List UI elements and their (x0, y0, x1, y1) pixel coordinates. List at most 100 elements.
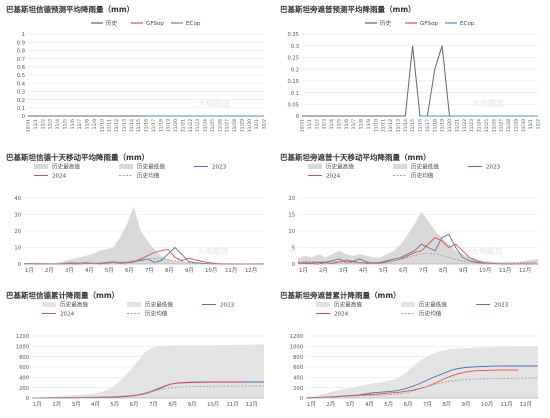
y-tick-label: 0.25 (287, 56, 299, 62)
x-tick-label: 11/15 (136, 119, 142, 132)
y-tick-label: 0.5 (17, 73, 25, 79)
x-tick-label: 11/2 (40, 119, 46, 129)
x-tick-label: 11/23 (469, 119, 475, 132)
y-tick-label: 0.1 (291, 91, 299, 97)
x-tick-label: 2月 (319, 267, 328, 274)
watermark-text: 大地期货 (472, 98, 504, 108)
x-tick-label: 9月 (188, 401, 197, 408)
x-tick-label: 12/2 (262, 119, 268, 129)
legend-label: 历史 (380, 19, 392, 27)
legend-label: 2024 (60, 312, 75, 318)
x-tick-label: 11/13 (121, 119, 127, 132)
x-tick-label: 11/11 (381, 119, 387, 132)
y-tick-label: 0.1 (17, 106, 25, 112)
x-tick-label: 11/2 (314, 119, 320, 129)
chart-svg: 0 200 400 600 800 1000 1200 1月 2月 3月 4月 5月 6月 7月 8月 9月 1… (16, 301, 264, 408)
y-tick-label: 30 (14, 213, 21, 219)
chart-svg: 0 10 20 30 40 大地期货 1月 2月 3月 4月 5月 6月 7月 8月 9月 10月 11月 12月… (14, 163, 264, 274)
legend-label: 2023 (486, 165, 501, 171)
y-tick-label: 0.3 (291, 44, 299, 50)
y-tick-label: 1200 (16, 334, 29, 340)
x-tick-label: 11/14 (403, 119, 409, 132)
x-tick-label: 7月 (419, 267, 428, 274)
x-tick-label: 11/14 (129, 119, 135, 132)
x-tick-label: 11/13 (395, 119, 401, 132)
x-tick-label: 11/22 (462, 119, 468, 132)
chart-panel-0: 巴基斯坦信德预测平均降雨量（mm） 0 0.1 0.2 0.3 0.4 0.5 0.6 0.7… (6, 4, 270, 134)
legend-label: 2024 (334, 312, 349, 318)
x-tick-label: 11/5 (62, 119, 68, 129)
x-tick-label: 11月 (226, 401, 238, 408)
y-tick-label: 0 (22, 114, 25, 120)
chart-title: 巴基斯坦旁遮普预测平均降雨量（mm） (280, 5, 416, 14)
legend-swatch (34, 164, 48, 169)
y-tick-label: 200 (293, 386, 303, 392)
x-tick-label: 11/26 (217, 119, 223, 132)
x-tick-label: 5月 (110, 401, 119, 408)
x-tick-label: 2月 (45, 267, 54, 274)
y-tick-label: 1 (22, 32, 25, 38)
x-tick-label: 11/8 (85, 119, 91, 129)
x-tick-label: 11/17 (425, 119, 431, 132)
legend-swatch (42, 302, 56, 307)
series-line-2 (305, 377, 539, 399)
legend-label: 历史最低值 (419, 301, 447, 309)
series-line-2 (31, 385, 264, 399)
legend-label: 历史 (106, 19, 118, 27)
x-tick-label: 8月 (165, 267, 174, 274)
y-tick-label: 600 (19, 365, 29, 371)
x-tick-label: 11/24 (203, 119, 209, 132)
x-tick-label: 11/11 (107, 119, 113, 132)
x-tick-label: 11月 (225, 267, 237, 274)
legend-label: GFSop (420, 21, 438, 27)
y-tick-label: 0.35 (287, 32, 299, 38)
legend-label: 历史均值 (419, 310, 442, 318)
x-tick-label: 11/18 (158, 119, 164, 132)
x-tick-label: 6月 (404, 401, 413, 408)
x-tick-label: 10月 (207, 401, 219, 408)
x-tick-label: 12/1 (254, 119, 260, 129)
legend-label: 历史最高值 (60, 301, 88, 309)
x-tick-label: 11/19 (440, 119, 446, 132)
y-tick-label: 10 (14, 246, 21, 252)
x-tick-label: 9月 (462, 401, 471, 408)
legend-swatch (401, 302, 415, 307)
legend-label: 2023 (220, 303, 235, 309)
x-tick-label: 4月 (365, 401, 374, 408)
x-tick-label: 11/16 (418, 119, 424, 132)
watermark-text: 大地期货 (471, 246, 503, 256)
x-tick-label: 11/27 (225, 119, 231, 132)
x-tick-label: 3月 (72, 401, 81, 408)
chart-title: 巴基斯坦旁遮普十天移动平均降雨量（mm） (280, 153, 431, 162)
legend-swatch (316, 302, 330, 307)
chart-panel-4: 巴基斯坦信德累计降雨量（mm） 0 200 400 600 800 1000 1200 1月 2… (6, 290, 270, 416)
chart-panel-3: 巴基斯坦旁遮普十天移动平均降雨量（mm） 0 5 10 15 20 大地期货 1月 2月 3月 4… (280, 152, 544, 280)
legend-label: 历史最高值 (326, 163, 354, 171)
x-tick-label: 3月 (65, 267, 74, 274)
y-tick-label: 0 (296, 114, 299, 120)
series-line-1 (305, 369, 519, 399)
x-tick-label: 10月 (481, 401, 493, 408)
legend-label: 历史均值 (411, 172, 434, 180)
x-tick-label: 11/21 (454, 119, 460, 132)
x-tick-label: 1月 (307, 401, 316, 408)
legend-label: 2024 (52, 174, 67, 180)
x-tick-label: 10/31 (26, 119, 32, 132)
y-tick-label: 20 (14, 229, 21, 235)
x-tick-label: 11/9 (92, 119, 98, 129)
x-tick-label: 6月 (130, 401, 139, 408)
x-tick-label: 2月 (52, 401, 61, 408)
y-tick-label: 0 (18, 262, 21, 268)
range-band (306, 346, 538, 398)
x-tick-label: 12月 (245, 267, 257, 274)
y-tick-label: 0.2 (17, 98, 25, 104)
x-tick-label: 4月 (359, 267, 368, 274)
legend-label: 2023 (494, 303, 509, 309)
x-tick-label: 11/3 (322, 119, 328, 129)
x-tick-label: 11/20 (173, 119, 179, 132)
x-tick-label: 2月 (326, 401, 335, 408)
chart-svg: 0 200 400 600 800 1000 1200 1月 2月 3月 4月 5月 6月 7月 8月 9月 1… (290, 301, 539, 408)
chart-title: 巴基斯坦信德累计降雨量（mm） (6, 291, 120, 300)
